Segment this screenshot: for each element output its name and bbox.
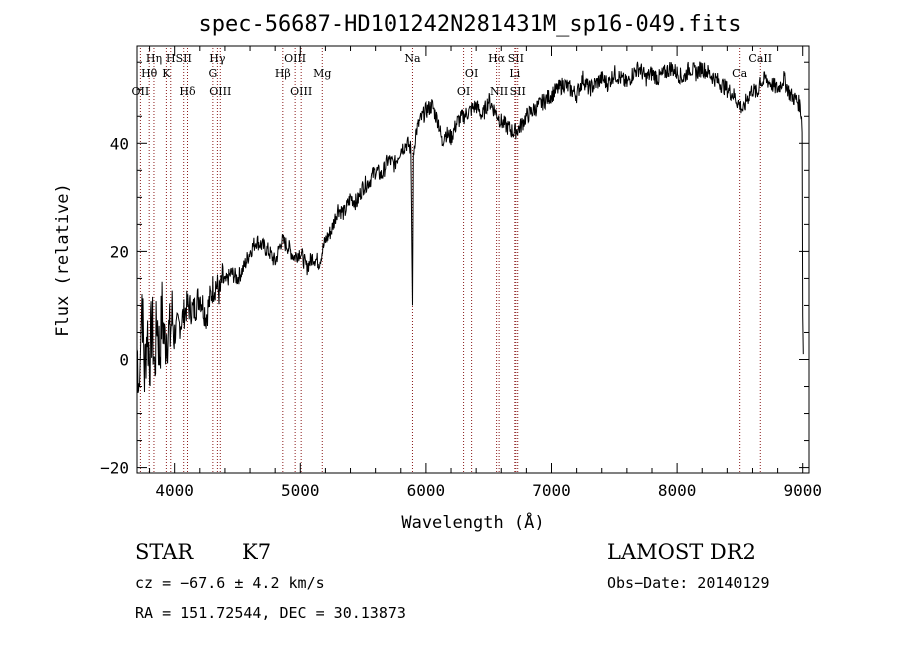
line-marker-label: Hα — [488, 52, 506, 65]
x-tick-label: 7000 — [532, 481, 571, 500]
line-marker-label: SII — [176, 52, 192, 65]
obs-date-text: Obs−Date: 20140129 — [607, 574, 770, 592]
line-marker-label: Na — [404, 52, 421, 65]
y-tick-label: 0 — [119, 350, 129, 369]
line-marker-label: H — [166, 52, 176, 65]
line-marker-label: OIII — [290, 85, 312, 98]
x-axis: 4000 5000 6000 7000 8000 9000 — [149, 46, 822, 500]
line-marker-label: Hβ — [275, 67, 291, 80]
plot-frame — [136, 45, 810, 474]
line-marker-label: CaII — [748, 52, 772, 65]
line-marker-label: SII — [508, 52, 524, 65]
x-axis-label: Wavelength (Å) — [401, 511, 544, 533]
line-marker-label: OI — [465, 67, 478, 80]
y-axis-label: Flux (relative) — [53, 183, 73, 337]
x-tick-label: 8000 — [658, 481, 697, 500]
y-tick-label: −20 — [100, 459, 129, 478]
class-label: STAR — [135, 540, 194, 564]
line-marker-label: Hδ — [179, 85, 196, 98]
spectrum-plot: spec-56687-HD101242N281431M_sp16-049.fit… — [53, 12, 822, 533]
line-marker-label: Hγ — [209, 52, 226, 65]
y-axis: −20 0 20 40 — [100, 61, 809, 478]
line-marker-label: SII — [510, 85, 526, 98]
x-tick-label: 5000 — [281, 481, 320, 500]
y-tick-label: 40 — [110, 134, 129, 153]
line-marker-label: OII — [132, 85, 150, 98]
line-marker-label: Hθ — [141, 67, 158, 80]
chart-title: spec-56687-HD101242N281431M_sp16-049.fit… — [198, 12, 741, 37]
line-marker-label: Ca — [732, 67, 747, 80]
line-marker-label: OIII — [284, 52, 306, 65]
coordinates-text: RA = 151.72544, DEC = 30.13873 — [135, 604, 406, 622]
line-marker-label: Hη — [146, 52, 162, 65]
line-marker-label: Mg — [313, 67, 331, 80]
line-marker-label: G — [208, 67, 217, 80]
line-marker-label: NII — [490, 85, 508, 98]
survey-label: LAMOST DR2 — [607, 540, 756, 564]
x-tick-label: 6000 — [407, 481, 446, 500]
x-tick-label: 4000 — [155, 481, 194, 500]
y-tick-label: 20 — [110, 242, 129, 261]
line-marker-label: K — [162, 67, 171, 80]
redshift-text: cz = −67.6 ± 4.2 km/s — [135, 574, 325, 592]
x-tick-label: 9000 — [783, 481, 822, 500]
spectrum-line — [136, 61, 804, 394]
line-marker-label: OIII — [209, 85, 231, 98]
subclass-label: K7 — [242, 540, 272, 564]
line-marker-label: Li — [509, 67, 520, 80]
line-marker-label: OI — [457, 85, 470, 98]
